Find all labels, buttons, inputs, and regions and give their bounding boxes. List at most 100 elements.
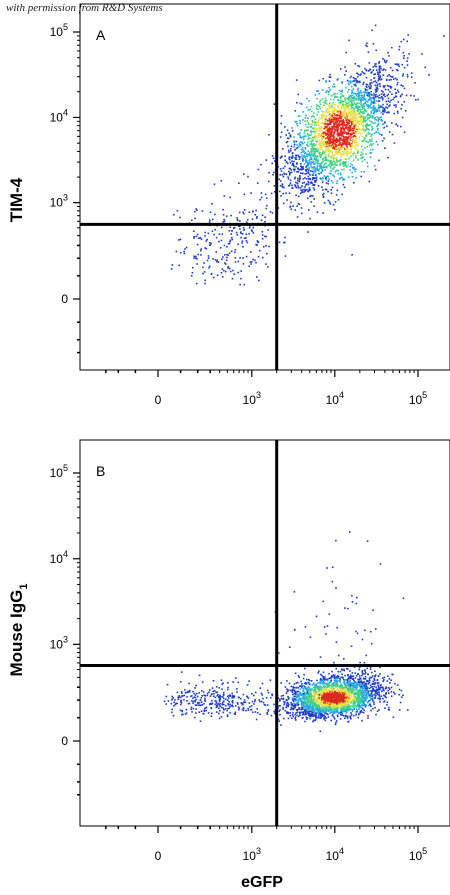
event-dot — [337, 173, 339, 175]
event-dot — [318, 686, 320, 688]
event-dot — [371, 82, 373, 84]
event-dot — [334, 93, 336, 95]
event-dot — [230, 214, 232, 217]
event-dot — [332, 168, 335, 170]
event-dot — [341, 154, 343, 156]
event-dot — [350, 682, 353, 685]
event-dot — [357, 691, 359, 693]
event-dot — [392, 78, 395, 80]
event-dot — [314, 181, 316, 183]
event-dot — [255, 261, 257, 264]
event-dot — [325, 687, 328, 690]
event-dot — [252, 258, 254, 261]
event-dot — [327, 689, 329, 692]
event-dot — [330, 704, 333, 707]
event-dot — [361, 140, 364, 143]
event-dot — [337, 132, 340, 134]
event-dot — [382, 91, 384, 93]
event-dot — [358, 94, 360, 97]
event-dot — [323, 202, 326, 204]
event-dot — [321, 158, 324, 160]
event-dot — [279, 168, 282, 170]
event-dot — [319, 167, 321, 169]
event-dot — [348, 95, 350, 98]
event-dot — [314, 134, 317, 136]
event-dot — [321, 180, 324, 182]
event-dot — [307, 175, 310, 178]
event-dot — [329, 76, 332, 78]
event-dot — [322, 689, 324, 691]
event-dot — [387, 89, 390, 91]
event-dot — [355, 706, 358, 708]
event-dot — [338, 686, 341, 688]
event-dot — [334, 723, 337, 726]
event-dot — [307, 138, 309, 141]
event-dot — [332, 117, 335, 120]
event-dot — [309, 156, 312, 158]
event-dot — [326, 684, 329, 686]
event-dot — [313, 155, 315, 157]
event-dot — [304, 720, 306, 723]
event-dot — [332, 713, 334, 715]
event-dot — [373, 678, 376, 681]
event-dot — [370, 107, 373, 109]
event-dot — [309, 182, 312, 184]
event-dot — [311, 178, 314, 181]
event-dot — [350, 677, 352, 680]
event-dot — [347, 82, 350, 85]
event-dot — [346, 124, 348, 126]
event-dot — [303, 191, 305, 193]
event-dot — [322, 144, 325, 146]
event-dot — [347, 721, 349, 723]
event-dot — [329, 693, 331, 696]
event-dot — [343, 132, 346, 134]
event-dot — [321, 126, 323, 128]
event-dot — [284, 126, 286, 128]
event-dot — [334, 151, 337, 153]
event-dot — [344, 701, 347, 704]
event-dot — [306, 703, 309, 705]
event-dot — [328, 708, 331, 710]
event-dot — [348, 80, 350, 83]
event-dot — [358, 102, 360, 105]
event-dot — [313, 157, 316, 159]
event-dot — [374, 94, 377, 96]
event-dot — [329, 131, 332, 134]
event-dot — [284, 159, 286, 161]
event-dot — [352, 138, 354, 140]
event-dot — [208, 221, 211, 223]
event-dot — [219, 247, 222, 249]
event-dot — [197, 253, 200, 256]
event-dot — [243, 209, 246, 211]
event-dot — [376, 95, 379, 98]
event-dot — [307, 705, 310, 707]
event-dot — [327, 149, 330, 151]
event-dot — [268, 245, 270, 248]
event-dot — [341, 697, 344, 699]
event-dot — [297, 167, 299, 170]
event-dot — [354, 170, 357, 173]
event-dot — [355, 685, 358, 687]
event-dot — [360, 154, 362, 156]
event-dot — [314, 169, 316, 172]
event-dot — [300, 700, 303, 703]
event-dot — [332, 102, 334, 104]
event-dot — [294, 695, 296, 697]
event-dot — [348, 101, 350, 104]
event-dot — [335, 144, 337, 147]
event-dot — [377, 104, 380, 106]
event-dot — [311, 166, 313, 169]
event-dot — [367, 98, 370, 101]
event-dot — [345, 687, 347, 689]
event-dot — [352, 685, 355, 687]
event-dot — [337, 126, 339, 128]
event-dot — [336, 182, 338, 184]
event-dot — [363, 697, 366, 699]
event-dot — [394, 693, 396, 695]
event-dot — [406, 64, 409, 66]
event-dot — [297, 699, 300, 702]
event-dot — [298, 698, 301, 700]
event-dot — [304, 692, 307, 695]
event-dot — [324, 682, 326, 685]
event-dot — [406, 60, 408, 62]
